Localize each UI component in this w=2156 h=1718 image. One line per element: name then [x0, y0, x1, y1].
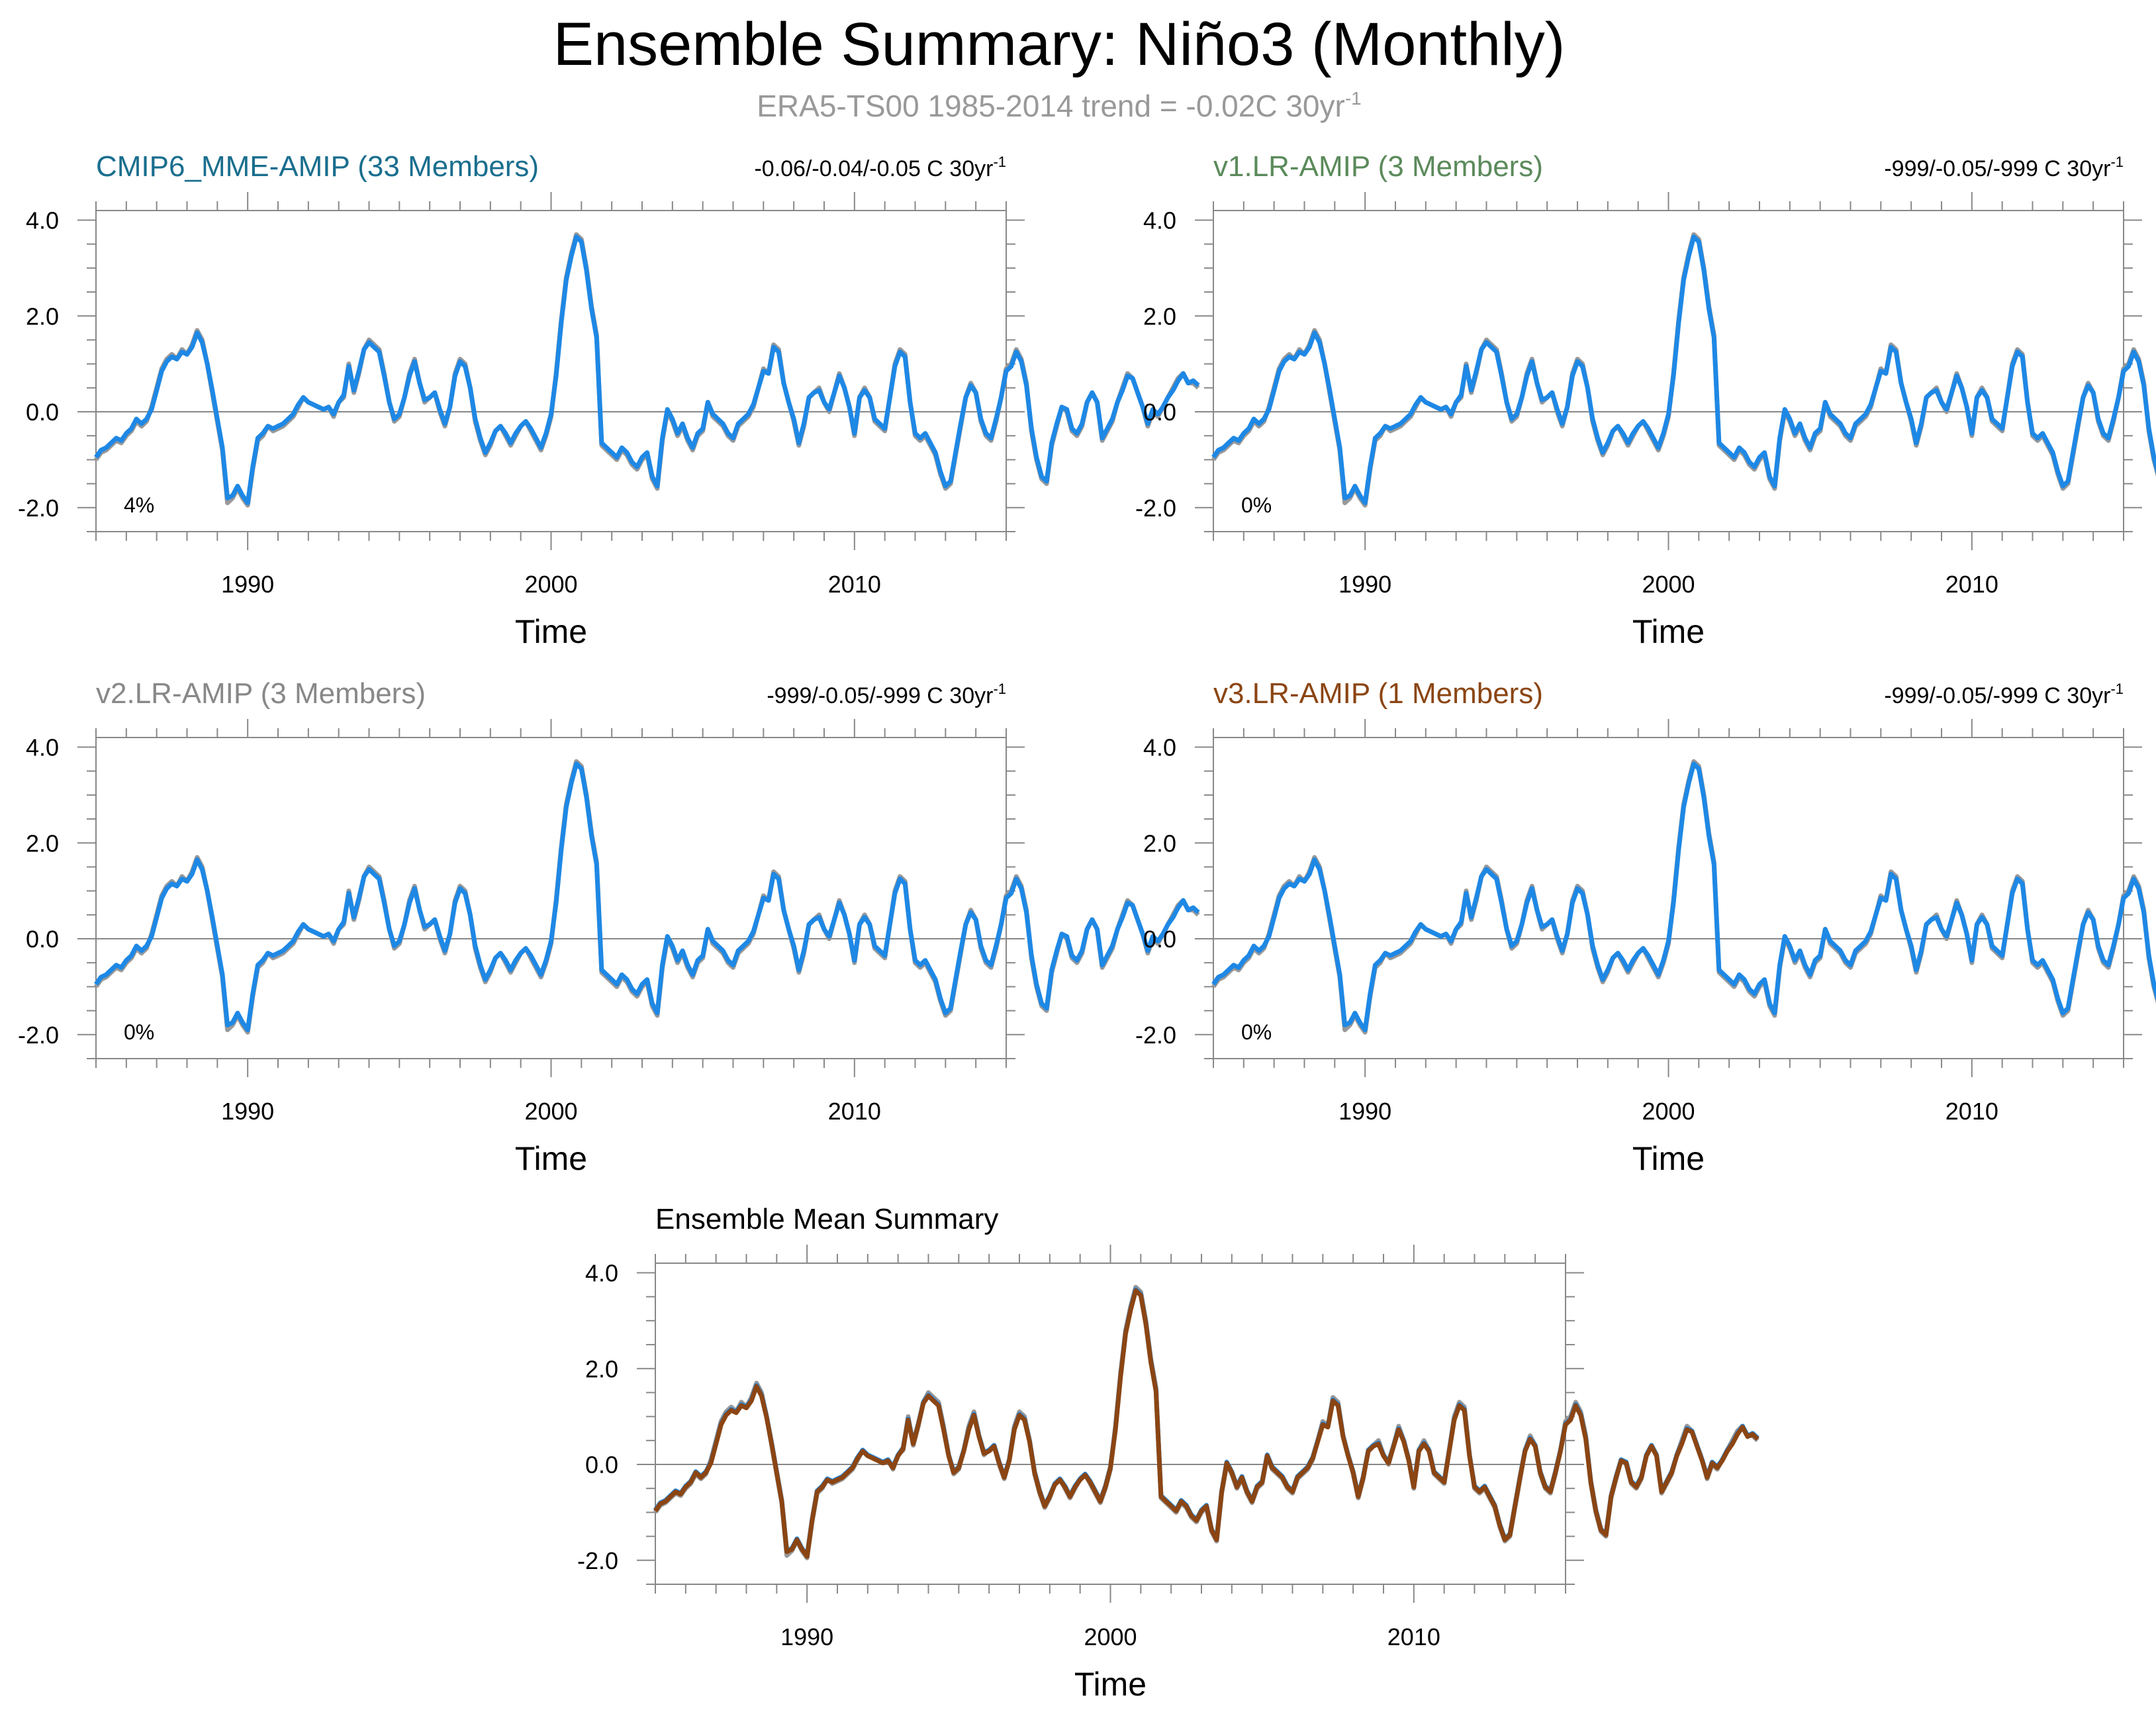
x-tick-label: 2010: [1945, 1098, 1998, 1125]
panel-trend: -999/-0.05/-999 C 30yr-1: [767, 681, 1006, 708]
x-tick-label: 1990: [780, 1623, 833, 1650]
x-tick-label: 1990: [1338, 571, 1391, 598]
trend-text: -999/-0.05/-999 C 30yr: [1884, 156, 2110, 181]
panel-title: v3.LR-AMIP (1 Members): [1213, 677, 1543, 710]
series-obs-line: [94, 232, 1200, 508]
figure-title: Ensemble Summary: Niño3 (Monthly): [553, 11, 1566, 78]
panel-trend: -0.06/-0.04/-0.05 C 30yr-1: [754, 154, 1006, 181]
trend-text: -999/-0.05/-999 C 30yr: [767, 683, 993, 708]
percent-label: 0%: [1241, 1020, 1272, 1044]
plot-frame: [95, 737, 1007, 1059]
trend-text: -999/-0.05/-999 C 30yr: [1884, 683, 2110, 708]
x-tick-label: 1990: [221, 571, 274, 598]
series-model-line: [1211, 761, 2156, 1033]
x-tick-label: 2000: [1084, 1623, 1137, 1650]
x-tick-label: 2000: [524, 571, 577, 598]
x-axis-label: Time: [515, 1140, 587, 1177]
trend-sup: -1: [993, 154, 1006, 170]
trend-text: -0.06/-0.04/-0.05 C 30yr: [754, 156, 993, 181]
trend-sup: -1: [993, 681, 1006, 697]
series-model-line: [94, 234, 1200, 506]
y-tick-label: -2.0: [18, 1022, 59, 1049]
y-tick-label: 0.0: [26, 926, 59, 953]
y-tick-label: -2.0: [577, 1547, 618, 1574]
panel-v2: v2.LR-AMIP (3 Members) -999/-0.05/-999 C …: [18, 677, 1200, 1177]
panel-trend: -999/-0.05/-999 C 30yr-1: [1884, 154, 2124, 181]
y-tick-label: 2.0: [585, 1355, 618, 1382]
y-tick-label: 2.0: [26, 830, 59, 857]
y-tick-label: 2.0: [26, 303, 59, 330]
x-tick-label: 2010: [1387, 1623, 1440, 1650]
x-tick-label: 2000: [1642, 1098, 1695, 1125]
trend-sup: -1: [2110, 154, 2124, 170]
panel-v3: v3.LR-AMIP (1 Members) -999/-0.05/-999 C …: [1135, 677, 2156, 1177]
y-tick-label: 2.0: [1143, 303, 1176, 330]
x-tick-label: 2000: [1642, 571, 1695, 598]
plot-frame: [655, 1263, 1566, 1585]
y-tick-label: 4.0: [26, 734, 59, 761]
y-tick-label: 0.0: [26, 399, 59, 426]
y-tick-label: -2.0: [18, 495, 59, 522]
x-tick-label: 2010: [1945, 571, 1998, 598]
y-tick-label: -2.0: [1135, 495, 1176, 522]
percent-label: 0%: [124, 1020, 154, 1044]
panel-title: Ensemble Mean Summary: [655, 1203, 998, 1235]
panel-cmip6: CMIP6_MME-AMIP (33 Members) -0.06/-0.04/-…: [18, 150, 1200, 650]
series-obs-line: [94, 759, 1200, 1035]
x-axis-label: Time: [1632, 1140, 1705, 1177]
panel-title: CMIP6_MME-AMIP (33 Members): [96, 150, 539, 183]
panel-title: v1.LR-AMIP (3 Members): [1213, 150, 1543, 183]
panel-mean: Ensemble Mean Summary -2.0 0.0 2.0 4.0 1990 20…: [577, 1203, 1759, 1703]
subtitle-sup: -1: [1345, 88, 1362, 109]
plot-frame: [1213, 737, 2124, 1059]
x-tick-label: 1990: [1338, 1098, 1391, 1125]
panels: CMIP6_MME-AMIP (33 Members) -0.06/-0.04/-…: [18, 150, 2156, 1703]
trend-sup: -1: [2110, 681, 2124, 697]
panel-trend: -999/-0.05/-999 C 30yr-1: [1884, 681, 2124, 708]
y-tick-label: 4.0: [1143, 207, 1176, 234]
x-tick-label: 1990: [221, 1098, 274, 1125]
x-axis-label: Time: [1074, 1666, 1147, 1703]
plot-frame: [1213, 210, 2124, 532]
x-axis-label: Time: [1632, 613, 1705, 650]
figure-subtitle: ERA5-TS00 1985-2014 trend = -0.02C 30yr-…: [757, 88, 1361, 123]
x-tick-label: 2000: [524, 1098, 577, 1125]
y-tick-label: 2.0: [1143, 830, 1176, 857]
y-tick-label: 4.0: [26, 207, 59, 234]
series-model-line: [1211, 234, 2156, 506]
x-axis-label: Time: [515, 613, 587, 650]
y-tick-label: 0.0: [1143, 926, 1176, 953]
panel-v1: v1.LR-AMIP (3 Members) -999/-0.05/-999 C …: [1135, 150, 2156, 650]
plot-frame: [95, 210, 1007, 532]
y-tick-label: 0.0: [1143, 399, 1176, 426]
series-model-line: [94, 761, 1200, 1033]
percent-label: 4%: [124, 493, 154, 517]
y-tick-label: 4.0: [585, 1259, 618, 1286]
y-tick-label: 4.0: [1143, 734, 1176, 761]
percent-label: 0%: [1241, 493, 1272, 517]
panel-title: v2.LR-AMIP (3 Members): [96, 677, 426, 710]
y-tick-label: -2.0: [1135, 1022, 1176, 1049]
series-mean-line: [653, 1288, 1759, 1559]
subtitle-text: ERA5-TS00 1985-2014 trend = -0.02C 30yr: [757, 89, 1345, 123]
y-tick-label: 0.0: [585, 1451, 618, 1478]
x-tick-label: 2010: [828, 571, 881, 598]
x-tick-label: 2010: [828, 1098, 881, 1125]
